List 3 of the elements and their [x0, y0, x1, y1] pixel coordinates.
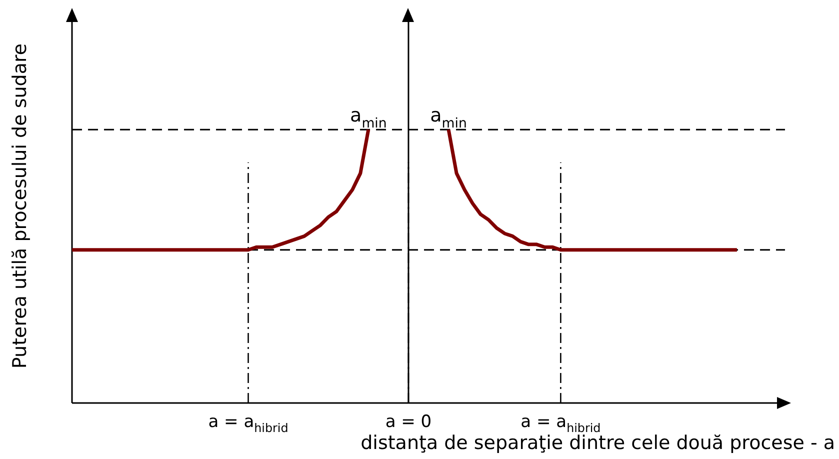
x-axis-title: distanţa de separaţie dintre cele două procese - a — [360, 432, 835, 454]
y-axis-title: Puterea utilă procesului de sudare — [9, 42, 31, 371]
x-tick-label: a = 0 — [385, 412, 432, 432]
